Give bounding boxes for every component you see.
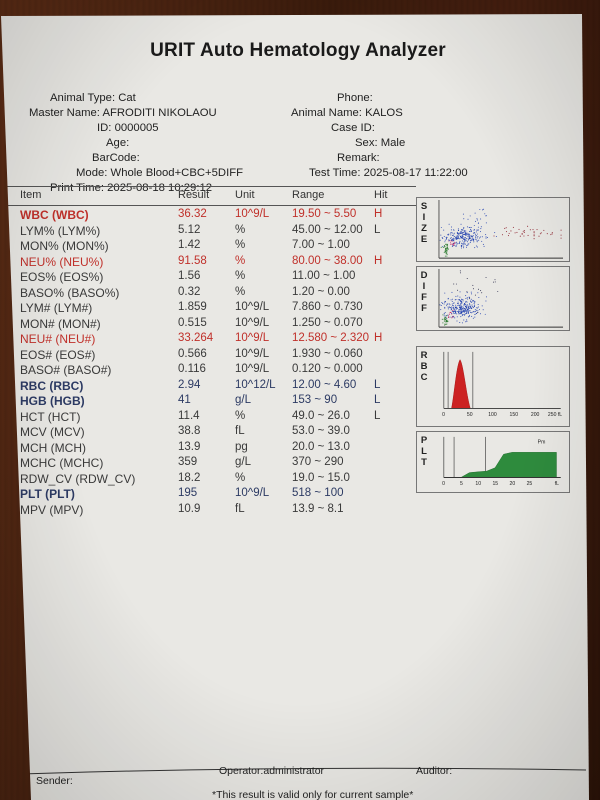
svg-text:100: 100 — [488, 412, 497, 418]
svg-text:150: 150 — [510, 412, 519, 418]
svg-text:5: 5 — [460, 481, 463, 487]
svg-text:0: 0 — [442, 481, 445, 487]
svg-text:15: 15 — [492, 481, 498, 487]
svg-text:250 fL: 250 fL — [548, 412, 562, 418]
svg-text:10: 10 — [475, 481, 481, 487]
svg-text:200: 200 — [531, 412, 540, 418]
svg-text:50: 50 — [467, 412, 473, 418]
svg-text:Pm: Pm — [538, 439, 546, 445]
svg-text:0: 0 — [442, 412, 445, 418]
svg-text:fL: fL — [555, 481, 559, 487]
svg-text:20: 20 — [510, 481, 516, 487]
svg-text:25: 25 — [527, 481, 533, 487]
